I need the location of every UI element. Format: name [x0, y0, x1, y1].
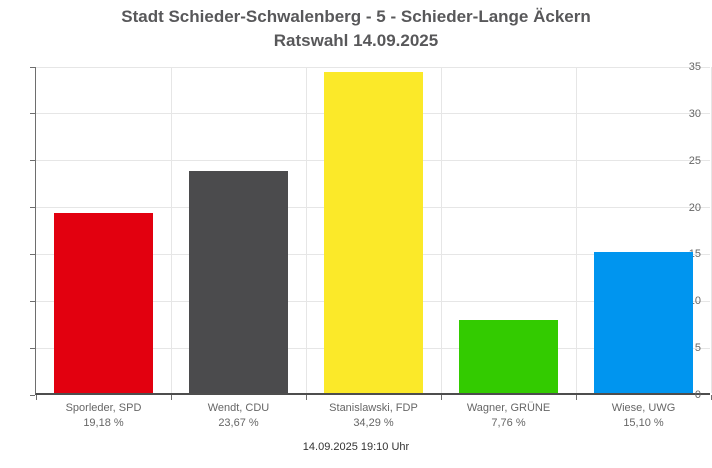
y-axis-label: 30 — [688, 107, 701, 120]
candidate-name: Wagner, GRÜNE — [466, 402, 551, 414]
x-gridline — [170, 67, 172, 393]
x-axis-tick — [575, 395, 577, 400]
y-axis-label: 35 — [688, 61, 701, 73]
y-axis-tick — [30, 113, 35, 115]
x-axis-tick — [440, 395, 442, 400]
category-label: Wagner, GRÜNE 7,76 % — [441, 401, 576, 431]
x-axis-tick — [305, 395, 307, 400]
candidate-percentage: 15,10 % — [623, 417, 664, 429]
x-axis-tick — [35, 395, 37, 400]
category-label: Wendt, CDU 23,67 % — [171, 401, 306, 431]
y-axis-tick — [30, 394, 35, 396]
y-axis-tick — [30, 207, 35, 209]
bar-grüne — [459, 320, 558, 393]
y-axis-label: 25 — [688, 154, 701, 167]
x-gridline — [305, 67, 307, 393]
bar-fdp — [324, 71, 423, 393]
y-axis-tick — [30, 66, 35, 68]
x-gridline — [575, 67, 577, 393]
category-label: Wiese, UWG 15,10 % — [576, 401, 711, 431]
candidate-percentage: 34,29 % — [353, 417, 394, 429]
x-axis-tick — [710, 395, 712, 400]
candidate-percentage: 19,18 % — [83, 417, 124, 429]
y-axis-tick — [30, 347, 35, 349]
y-axis-tick — [30, 300, 35, 302]
candidate-percentage: 7,76 % — [491, 417, 526, 429]
x-axis-tick — [170, 395, 172, 400]
candidate-percentage: 23,67 % — [218, 417, 259, 429]
candidate-name: Stanislawski, FDP — [329, 402, 418, 414]
candidate-name: Sporleder, SPD — [65, 402, 142, 414]
y-axis-label: 15 — [688, 248, 701, 261]
category-label: Sporleder, SPD 19,18 % — [36, 401, 171, 431]
bar-uwg — [594, 251, 693, 393]
chart-title-block: Stadt Schieder-Schwalenberg - 5 - Schied… — [0, 5, 712, 53]
y-gridline — [36, 66, 710, 68]
y-axis-label: 20 — [688, 201, 701, 214]
y-axis-label: 5 — [694, 342, 701, 355]
chart-subtitle: Ratswahl 14.09.2025 — [273, 31, 439, 50]
candidate-name: Wiese, UWG — [611, 402, 676, 414]
chart-footer-timestamp: 14.09.2025 19:10 Uhr — [302, 441, 410, 453]
plot-area: 0 5 10 15 20 25 30 35 Sporleder, SPD 19,18 % Wendt… — [30, 62, 712, 429]
y-axis-tick — [30, 160, 35, 162]
y-axis-label: 10 — [688, 295, 701, 308]
x-gridline — [440, 67, 442, 393]
candidate-name: Wendt, CDU — [207, 402, 270, 414]
chart-title: Stadt Schieder-Schwalenberg - 5 - Schied… — [121, 7, 591, 26]
y-axis-label: 0 — [694, 389, 701, 401]
bar-cdu — [189, 171, 288, 393]
x-gridline — [710, 67, 712, 393]
category-label: Stanislawski, FDP 34,29 % — [306, 401, 441, 431]
y-axis-tick — [30, 253, 35, 255]
bar-spd — [54, 213, 153, 393]
